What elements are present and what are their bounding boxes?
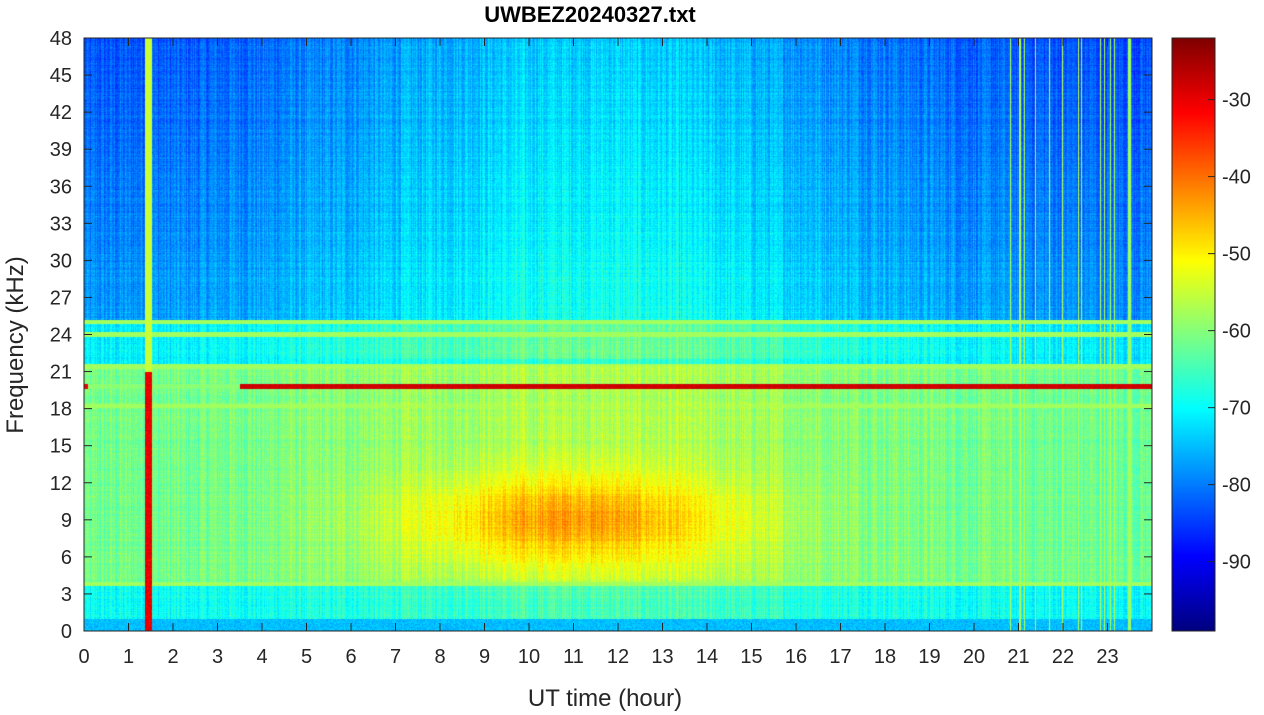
- x-tick-label: 8: [434, 646, 445, 668]
- x-tick-label: 21: [1007, 646, 1029, 668]
- x-tick-label: 10: [518, 646, 540, 668]
- x-tick-label: 3: [212, 646, 223, 668]
- y-tick-label: 0: [61, 621, 72, 643]
- x-tick-label: 18: [874, 646, 896, 668]
- x-tick-label: 11: [563, 646, 584, 668]
- x-tick-label: 19: [918, 646, 940, 668]
- x-tick-label: 2: [167, 646, 178, 668]
- y-axis-label: Frequency (kHz): [2, 256, 29, 433]
- x-tick-label: 22: [1052, 646, 1074, 668]
- colorbar-tick-label: -40: [1222, 167, 1251, 189]
- x-tick-label: 6: [345, 646, 356, 668]
- y-tick-label: 48: [50, 28, 72, 50]
- x-tick-label: 20: [963, 646, 985, 668]
- colorbar-gradient: [1172, 38, 1215, 631]
- x-tick-label: 13: [651, 646, 673, 668]
- y-tick-label: 18: [50, 399, 72, 421]
- y-tick-label: 45: [50, 65, 72, 87]
- x-tick-label: 7: [390, 646, 401, 668]
- x-tick-label: 14: [696, 646, 718, 668]
- x-tick-label: 12: [607, 646, 629, 668]
- y-tick-label: 39: [50, 139, 72, 161]
- y-tick-label: 27: [50, 287, 72, 309]
- x-tick-label: 9: [479, 646, 490, 668]
- colorbar-tick-label: -60: [1222, 321, 1251, 343]
- y-tick-label: 36: [50, 176, 72, 198]
- y-tick-label: 21: [50, 362, 72, 384]
- colorbar-tick-label: -80: [1222, 475, 1251, 497]
- colorbar: -30 -40 -50 -60 -70 -80 -90: [1171, 37, 1251, 632]
- y-tick-label: 3: [61, 584, 72, 606]
- x-tick-label: 17: [829, 646, 851, 668]
- y-tick-label: 24: [50, 325, 72, 347]
- colorbar-tick-label: -50: [1222, 244, 1251, 266]
- x-tick-label: 1: [123, 646, 134, 668]
- y-tick-label: 12: [50, 473, 72, 495]
- y-tick-label: 42: [50, 102, 72, 124]
- x-tick-label: 15: [740, 646, 762, 668]
- y-tick-label: 9: [61, 510, 72, 532]
- y-tick-label: 33: [50, 213, 72, 235]
- x-tick-label: 23: [1096, 646, 1118, 668]
- y-tick-label: 30: [50, 250, 72, 272]
- x-axis-label: UT time (hour): [528, 685, 682, 712]
- plot-area: [83, 37, 1153, 632]
- y-tick-label: 15: [50, 436, 72, 458]
- colorbar-tick-label: -30: [1222, 90, 1251, 112]
- colorbar-frame: [1171, 37, 1216, 632]
- spectrogram-heatmap: [84, 38, 1152, 631]
- x-tick-label: 0: [78, 646, 89, 668]
- x-tick-label: 5: [301, 646, 312, 668]
- x-tick-label: 4: [256, 646, 267, 668]
- chart-title: UWBEZ20240327.txt: [484, 2, 696, 27]
- x-axis: 0 1 2 3 4 5 6 7 8 9 10 11 12 13 14 15 16 17 18 19 20 21 22 23: [78, 38, 1119, 668]
- colorbar-tick-label: -70: [1222, 398, 1251, 420]
- colorbar-tick-label: -90: [1222, 552, 1251, 574]
- colorbar-ticks: -30 -40 -50 -60 -70 -80 -90: [1208, 90, 1251, 574]
- x-tick-label: 16: [785, 646, 807, 668]
- y-tick-label: 6: [61, 547, 72, 569]
